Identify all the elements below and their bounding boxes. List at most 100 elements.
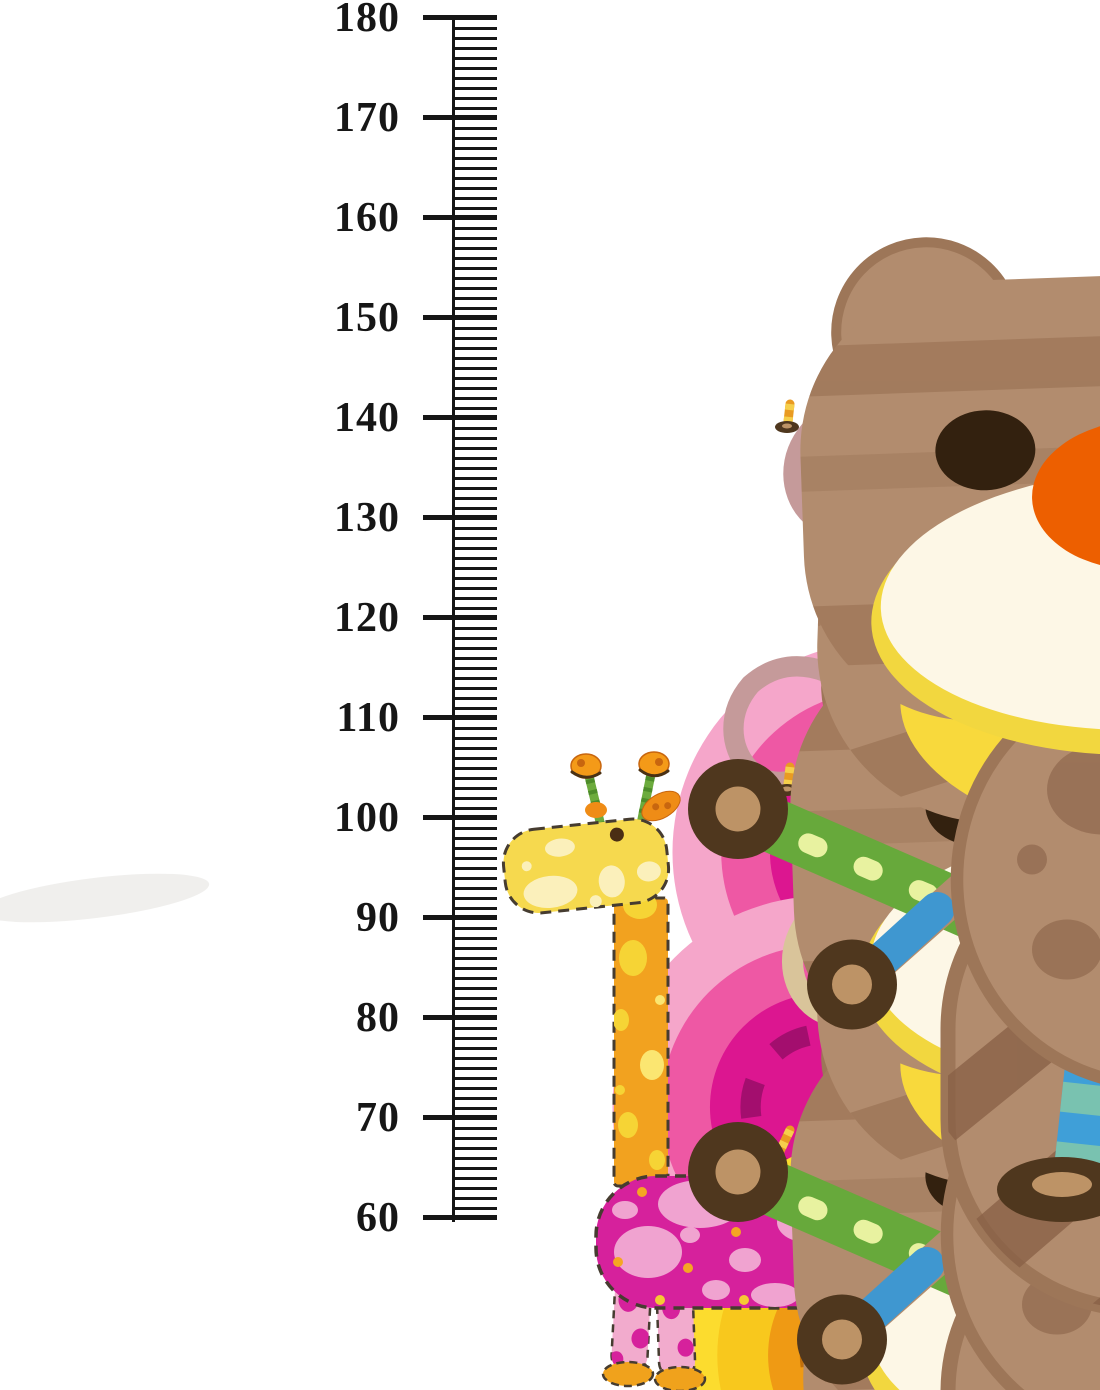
ruler-tick-minor bbox=[452, 586, 497, 590]
ruler-tick-minor bbox=[452, 366, 497, 370]
ruler-tick-minor bbox=[452, 336, 497, 340]
ruler-tick-minor bbox=[452, 186, 497, 190]
ruler-tick-minor bbox=[452, 1066, 497, 1070]
ruler-tick-minor bbox=[452, 946, 497, 950]
ruler-tick-minor bbox=[452, 296, 497, 300]
ruler-tick-minor bbox=[452, 1076, 497, 1080]
ruler-tick-minor bbox=[452, 206, 497, 210]
ruler-label: 180 bbox=[334, 0, 400, 41]
ruler-tick-minor bbox=[452, 126, 497, 130]
ruler-tick-minor bbox=[452, 926, 497, 930]
ruler-tick-minor bbox=[452, 566, 497, 570]
ruler-tick-minor bbox=[452, 396, 497, 400]
ruler-tick-minor bbox=[452, 636, 497, 640]
ruler-tick-minor bbox=[452, 836, 497, 840]
ruler-tick-minor bbox=[452, 456, 497, 460]
ruler-tick-minor bbox=[452, 1126, 497, 1130]
ruler-tick-major bbox=[423, 1115, 497, 1120]
giraffe-eye bbox=[609, 827, 624, 842]
ruler-tick-minor bbox=[452, 426, 497, 430]
ruler-tick-minor bbox=[452, 1146, 497, 1150]
ruler-label: 140 bbox=[334, 395, 400, 441]
ruler-tick-minor bbox=[452, 506, 497, 510]
ruler-tick-minor bbox=[452, 556, 497, 560]
ruler-tick-minor bbox=[452, 496, 497, 500]
ruler-tick-minor bbox=[452, 846, 497, 850]
ruler-tick-minor bbox=[452, 256, 497, 260]
ruler-tick-major bbox=[423, 815, 497, 820]
ruler-label: 100 bbox=[334, 795, 400, 841]
ruler: 180 170 160 150 140 130 120 110 100 90 80 70 60 bbox=[0, 0, 520, 1390]
ruler-label: 170 bbox=[334, 95, 400, 141]
ruler-tick-minor bbox=[452, 976, 497, 980]
ruler-tick-minor bbox=[452, 446, 497, 450]
ruler-tick-major bbox=[423, 215, 497, 220]
ruler-tick-minor bbox=[452, 536, 497, 540]
ruler-tick-major bbox=[423, 115, 497, 120]
ruler-tick-minor bbox=[452, 1196, 497, 1200]
ruler-tick-minor bbox=[452, 596, 497, 600]
giraffe-neck bbox=[612, 896, 670, 1188]
ruler-tick-minor bbox=[452, 476, 497, 480]
ruler-tick-minor bbox=[452, 236, 497, 240]
ruler-tick-minor bbox=[452, 1206, 497, 1210]
ruler-label: 90 bbox=[356, 895, 400, 941]
ruler-tick-minor bbox=[452, 646, 497, 650]
ruler-tick-minor bbox=[452, 1136, 497, 1140]
ruler-tick-minor bbox=[452, 1086, 497, 1090]
ruler-tick-minor bbox=[452, 1186, 497, 1190]
ruler-tick-minor bbox=[452, 756, 497, 760]
ruler-tick-minor bbox=[452, 896, 497, 900]
ruler-label: 130 bbox=[334, 495, 400, 541]
ruler-tick-major bbox=[423, 315, 497, 320]
ruler-tick-minor bbox=[452, 26, 497, 30]
ruler-tick-minor bbox=[452, 66, 497, 70]
ruler-tick-minor bbox=[452, 806, 497, 810]
ruler-tick-minor bbox=[452, 46, 497, 50]
ruler-tick-minor bbox=[452, 706, 497, 710]
ruler-tick-major bbox=[423, 915, 497, 920]
ruler-label: 110 bbox=[336, 695, 400, 741]
ruler-label: 150 bbox=[334, 295, 400, 341]
ruler-tick-major bbox=[423, 1215, 497, 1220]
ruler-tick-minor bbox=[452, 36, 497, 40]
ruler-tick-minor bbox=[452, 1046, 497, 1050]
ruler-tick-minor bbox=[452, 96, 497, 100]
ruler-tick-minor bbox=[452, 466, 497, 470]
ruler-label: 120 bbox=[334, 595, 400, 641]
ruler-label: 80 bbox=[356, 995, 400, 1041]
ruler-tick-minor bbox=[452, 746, 497, 750]
ruler-tick-minor bbox=[452, 266, 497, 270]
ruler-tick-minor bbox=[452, 726, 497, 730]
ruler-label: 160 bbox=[334, 195, 400, 241]
ruler-tick-major bbox=[423, 715, 497, 720]
ruler-tick-minor bbox=[452, 56, 497, 60]
ruler-tick-minor bbox=[452, 306, 497, 310]
ruler-tick-minor bbox=[452, 246, 497, 250]
ruler-tick-minor bbox=[452, 786, 497, 790]
ruler-tick-minor bbox=[452, 326, 497, 330]
ruler-tick-minor bbox=[452, 286, 497, 290]
ruler-tick-minor bbox=[452, 686, 497, 690]
ruler-tick-minor bbox=[452, 76, 497, 80]
ruler-tick-minor bbox=[452, 826, 497, 830]
ruler-tick-minor bbox=[452, 966, 497, 970]
ruler-tick-minor bbox=[452, 546, 497, 550]
ruler-tick-minor bbox=[452, 936, 497, 940]
ruler-tick-minor bbox=[452, 276, 497, 280]
ruler-tick-minor bbox=[452, 1056, 497, 1060]
ruler-tick-minor bbox=[452, 106, 497, 110]
ruler-label: 60 bbox=[356, 1195, 400, 1241]
ruler-tick-minor bbox=[452, 486, 497, 490]
ruler-tick-minor bbox=[452, 386, 497, 390]
ruler-tick-major bbox=[423, 415, 497, 420]
ruler-tick-minor bbox=[452, 986, 497, 990]
ruler-tick-minor bbox=[452, 346, 497, 350]
ruler-tick-minor bbox=[452, 856, 497, 860]
ruler-tick-minor bbox=[452, 676, 497, 680]
ruler-tick-minor bbox=[452, 406, 497, 410]
ruler-tick-minor bbox=[452, 956, 497, 960]
ruler-tick-minor bbox=[452, 1026, 497, 1030]
ruler-tick-minor bbox=[452, 906, 497, 910]
